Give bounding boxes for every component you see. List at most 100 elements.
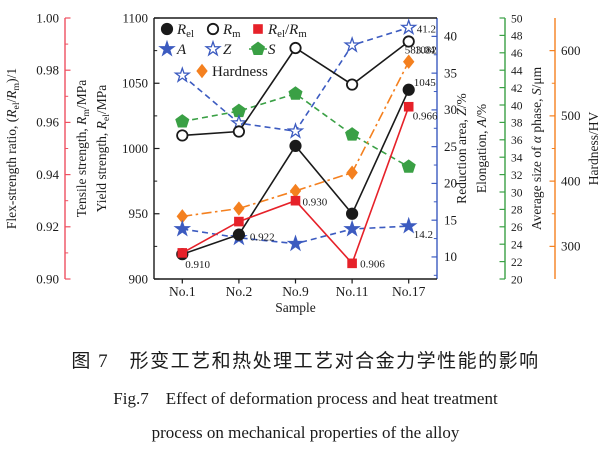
axis-za-tick-label: 30 bbox=[444, 102, 457, 117]
point-label-hardness: 583.04 bbox=[405, 45, 436, 57]
axis-size-tick-label: 46 bbox=[511, 48, 523, 60]
axis-size-title: Average size of α phase, S/μm bbox=[529, 66, 544, 230]
hardness-marker bbox=[346, 165, 358, 180]
rm-marker bbox=[176, 129, 189, 142]
axis-za: 10 15 20 25 30 35 40 Reduction area, Z/% Elongat… bbox=[431, 17, 489, 279]
axis-strength-title: Tensile strength, Rm/MPa bbox=[74, 80, 92, 218]
a-marker bbox=[158, 39, 176, 57]
axis-ratio-tick-label: 0.94 bbox=[36, 167, 59, 182]
series-rm bbox=[176, 35, 415, 142]
legend-a-label: A bbox=[176, 42, 187, 58]
legend-entry-a: A bbox=[158, 39, 187, 58]
hardness-marker bbox=[289, 183, 302, 199]
axis-strength-title: Yield strength, Rel/MPa bbox=[94, 85, 112, 212]
axis-strength-tick-label: 1050 bbox=[122, 76, 148, 91]
x-tick-label: No.9 bbox=[282, 284, 309, 299]
axis-za-tick-label: 20 bbox=[444, 176, 457, 191]
axis-hardness-tick-label: 600 bbox=[561, 43, 581, 58]
a-marker bbox=[343, 219, 361, 237]
ratio-marker bbox=[177, 248, 188, 258]
axis-size-tick-label: 42 bbox=[511, 83, 523, 95]
axis-size-tick-label: 22 bbox=[511, 257, 523, 269]
axis-size-tick-label: 38 bbox=[511, 118, 523, 130]
legend-entry-ratio: Rel/Rm bbox=[253, 22, 307, 40]
rm-marker bbox=[206, 22, 220, 36]
rel-marker bbox=[289, 139, 302, 152]
axis-strength-tick-label: 1100 bbox=[122, 10, 148, 25]
x-axis: No.1 No.2 No.9 No.11 No.17 Sample bbox=[169, 279, 426, 315]
legend-entry-z: Z bbox=[204, 39, 232, 58]
z-marker bbox=[204, 39, 222, 57]
legend-s-label: S bbox=[268, 42, 276, 58]
legend-rm-label: Rm bbox=[222, 22, 241, 40]
axis-hardness-tick-label: 400 bbox=[561, 173, 581, 188]
axis-hardness-tick-label: 500 bbox=[561, 108, 581, 123]
axis-ratio-tick-label: 0.96 bbox=[36, 115, 59, 130]
axis-size: 20 22 24 26 28 30 32 34 36 38 40 42 44 46 48 50 Average … bbox=[499, 13, 544, 286]
axis-ratio-tick-label: 0.98 bbox=[36, 63, 59, 78]
legend-entry-s: S bbox=[249, 41, 276, 58]
ratio-marker bbox=[347, 258, 357, 269]
axis-size-tick-label: 40 bbox=[511, 100, 523, 112]
figure-caption: 图 7 形变工艺和热处理工艺对合金力学性能的影响 Fig.7 Effect of… bbox=[0, 344, 611, 450]
legend-entry-rel: Rel bbox=[160, 22, 194, 40]
axis-hardness: 300 400 500 600 Hardness/HV bbox=[549, 18, 601, 279]
rm-marker bbox=[402, 35, 415, 48]
a-marker bbox=[286, 234, 305, 252]
axis-ratio-tick-label: 0.90 bbox=[36, 271, 59, 286]
ratio-marker bbox=[253, 24, 263, 34]
axis-strength-tick-label: 900 bbox=[129, 271, 149, 286]
legend-z-label: Z bbox=[223, 42, 232, 58]
axis-ratio-tick-label: 0.92 bbox=[36, 219, 59, 234]
axis-za-tick-label: 10 bbox=[444, 249, 457, 264]
axis-ratio-title: Flex-strength ratio, (Rel/Rm)/1 bbox=[4, 68, 22, 229]
a-marker bbox=[399, 216, 418, 234]
series-z bbox=[173, 18, 418, 139]
axis-hardness-tick-label: 300 bbox=[561, 239, 581, 254]
axis-size-tick-label: 20 bbox=[511, 274, 523, 286]
point-label-ratio: 0.966 bbox=[413, 111, 438, 123]
s-marker bbox=[401, 159, 416, 173]
hardness-marker bbox=[233, 201, 245, 216]
x-tick-label: No.1 bbox=[169, 284, 196, 299]
point-label-rm: 1082 bbox=[415, 44, 437, 56]
z-marker bbox=[173, 66, 192, 83]
alloy-properties-chart: 0.90 0.92 0.94 0.96 0.98 1.00 Flex-strength ra… bbox=[4, 10, 601, 315]
hardness-marker bbox=[196, 63, 208, 79]
axis-strength-tick-label: 1000 bbox=[122, 141, 148, 156]
z-marker bbox=[286, 121, 305, 139]
point-label-ratio: 0.922 bbox=[250, 232, 275, 244]
axis-size-tick-label: 28 bbox=[511, 205, 523, 217]
point-label-z: 41.2 bbox=[417, 24, 436, 36]
axis-size-tick-label: 48 bbox=[511, 31, 523, 43]
point-label-ratio: 0.906 bbox=[360, 258, 385, 270]
legend-hardness-label: Hardness bbox=[212, 64, 268, 80]
series-ratio bbox=[177, 101, 414, 269]
legend-entry-hardness: Hardness bbox=[196, 63, 268, 80]
axis-size-tick-label: 34 bbox=[511, 153, 523, 165]
s-marker bbox=[175, 114, 190, 128]
point-label-ratio: 0.930 bbox=[303, 197, 328, 209]
hardness-marker bbox=[176, 209, 188, 224]
rel-marker bbox=[160, 22, 174, 36]
legend-ratio-label: Rel/Rm bbox=[267, 22, 307, 40]
caption-chinese: 图 7 形变工艺和热处理工艺对合金力学性能的影响 bbox=[71, 351, 540, 372]
axis-za-tick-label: 35 bbox=[444, 65, 457, 80]
rel-marker bbox=[402, 83, 415, 96]
axis-size-tick-label: 50 bbox=[511, 13, 523, 25]
z-marker bbox=[343, 35, 361, 53]
s-marker bbox=[345, 127, 360, 141]
caption-english-line1: Fig.7 Effect of deformation process and … bbox=[113, 389, 498, 408]
rel-marker bbox=[232, 228, 245, 241]
axis-ratio-tick-label: 1.00 bbox=[36, 10, 59, 25]
series-hardness bbox=[176, 54, 415, 224]
axis-size-tick-label: 26 bbox=[511, 222, 523, 234]
axis-size-tick-label: 32 bbox=[511, 170, 523, 182]
s-marker bbox=[288, 86, 303, 100]
axis-hardness-title: Hardness/HV bbox=[586, 112, 601, 186]
axis-strength: 900 950 1000 1050 1100 Tensile strength, Rm/M… bbox=[74, 10, 160, 286]
series-s bbox=[175, 86, 416, 173]
legend-entry-rm: Rm bbox=[206, 22, 241, 40]
